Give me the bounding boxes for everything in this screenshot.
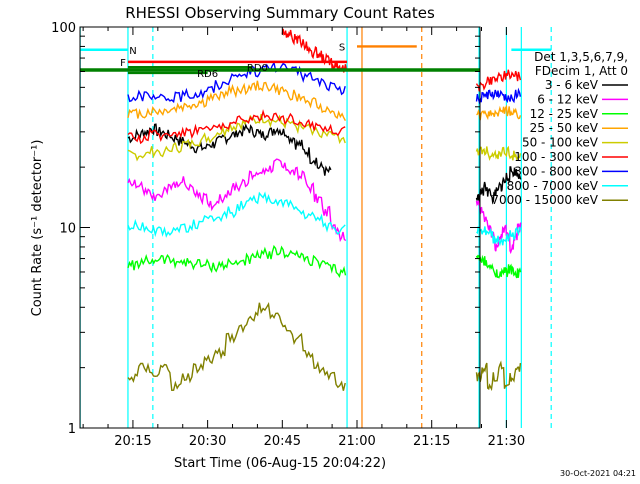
flag-label-3: RD0	[247, 63, 268, 74]
legend-label-1: 6 - 12 keV	[537, 92, 599, 106]
flag-label-4: RD6	[197, 69, 218, 80]
x-tick-label-4: 21:15	[413, 434, 450, 449]
footer-date: 30-Oct-2021 04:21	[560, 469, 636, 478]
legend-label-2: 12 - 25 keV	[530, 107, 599, 121]
legend-header-0: Det 1,3,5,6,7,9,	[534, 50, 628, 64]
x-tick-label-5: 21:30	[488, 434, 525, 449]
series-trace-6-0	[127, 60, 346, 104]
data-layer	[79, 27, 552, 428]
flag-label-2: F	[120, 58, 126, 69]
y-tick-label-2: 100	[51, 21, 76, 36]
series-trace-0-0	[127, 123, 332, 176]
x-tick-label-2: 20:45	[264, 434, 301, 449]
flag-label-5: S	[339, 42, 345, 53]
y-tick-label-0: 1	[68, 422, 76, 437]
legend-label-4: 50 - 100 keV	[522, 136, 599, 150]
series-trace-4-0	[127, 114, 346, 162]
series-trace-5-2	[475, 69, 522, 92]
x-tick-label-1: 20:30	[189, 434, 226, 449]
legend-label-7: 800 - 7000 keV	[507, 179, 599, 193]
series-trace-7-0	[127, 191, 346, 238]
legend-header-1: FDecim 1, Att 0	[535, 64, 628, 78]
legend-label-3: 25 - 50 keV	[530, 121, 599, 135]
legend-label-0: 3 - 6 keV	[545, 78, 599, 92]
legend-label-8: 7000 - 15000 keV	[491, 193, 598, 207]
legend-label-5: 100 - 300 keV	[514, 150, 598, 164]
series-trace-5-0	[127, 109, 346, 145]
legend: Det 1,3,5,6,7,9,FDecim 1, Att 03 - 6 keV…	[491, 50, 628, 207]
series-trace-3-0	[127, 80, 347, 121]
series-trace-2-0	[127, 244, 347, 279]
series-trace-8-0	[127, 301, 346, 392]
series-trace-7-1	[476, 226, 522, 247]
series-trace-2-1	[475, 254, 522, 279]
legend-label-6: 300 - 800 keV	[514, 164, 598, 178]
y-axis-label: Count Rate (s⁻¹ detector⁻¹)	[30, 140, 45, 317]
flag-layer: NF RD0 RD6 S	[80, 42, 552, 80]
flag-label-0: N	[129, 46, 136, 57]
x-tick-label-3: 21:00	[338, 434, 375, 449]
series-trace-3-1	[476, 104, 522, 121]
x-tick-label-0: 20:15	[114, 434, 151, 449]
series-trace-0-2	[475, 166, 522, 206]
series-trace-6-1	[475, 87, 522, 105]
x-axis-label: Start Time (06-Aug-15 20:04:22)	[174, 456, 386, 471]
series-trace-1-0	[127, 158, 347, 243]
chart-title: RHESSI Observing Summary Count Rates	[125, 4, 435, 22]
y-tick-label-1: 10	[59, 222, 76, 237]
axes-layer: 20:15 20:30 20:45 21:00 21:15 21:30 1 10 100	[51, 21, 525, 449]
series-trace-4-1	[475, 145, 522, 162]
series-trace-8-1	[475, 360, 522, 392]
